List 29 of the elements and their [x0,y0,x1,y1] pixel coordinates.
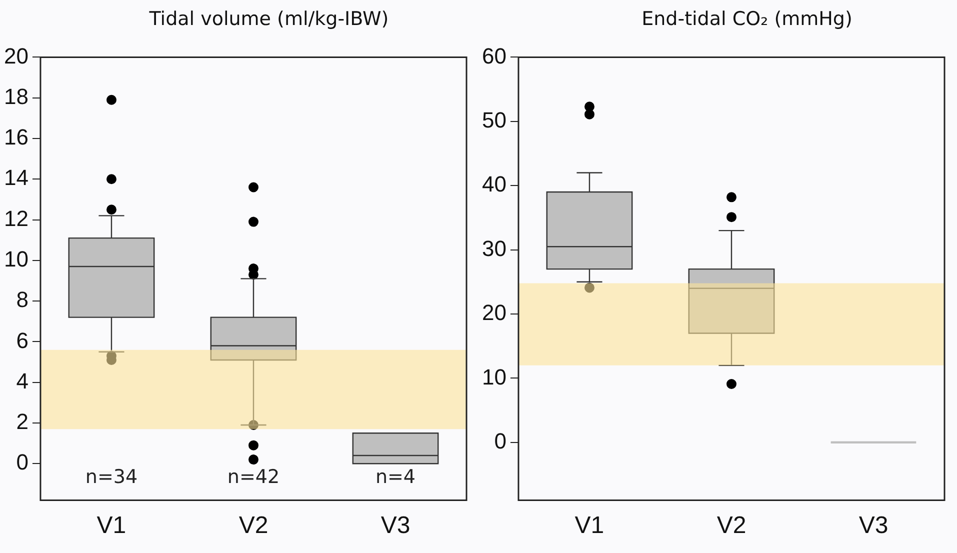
y-tick-label: 16 [4,124,28,150]
y-tick-label: 0 [494,428,506,454]
chart-title: End-tidal CO₂ (mmHg) [640,8,854,30]
y-tick-label: 18 [4,84,28,109]
y-tick-label: 10 [482,364,506,390]
y-tick-label: 2 [16,409,28,434]
x-tick-label: V1 [574,512,604,540]
y-tick-label: 20 [482,300,506,326]
y-tick-label: 12 [4,206,28,231]
y-tick-label: 6 [16,328,28,353]
annotation: n=4 [375,466,416,488]
x-tick-label: V1 [96,512,126,540]
x-tick-label: V2 [238,512,268,540]
x-tick-label: V2 [716,512,746,540]
y-tick-label: 10 [4,246,28,272]
y-tick-label: 14 [4,165,28,190]
y-tick-label: 40 [482,172,506,197]
y-tick-label: 30 [482,236,506,261]
y-tick-label: 0 [16,450,28,475]
y-tick-label: 60 [482,43,506,68]
annotation: n=34 [85,466,138,488]
x-tick-label: V3 [858,512,888,540]
y-tick-label: 50 [482,107,506,132]
y-tick-label: 4 [16,368,28,394]
annotation: n=42 [227,466,280,488]
chart-title: Tidal volume (ml/kg-IBW) [148,8,390,30]
y-tick-label: 20 [4,43,28,68]
x-tick-label: V3 [380,512,410,540]
y-tick-label: 8 [16,287,28,312]
